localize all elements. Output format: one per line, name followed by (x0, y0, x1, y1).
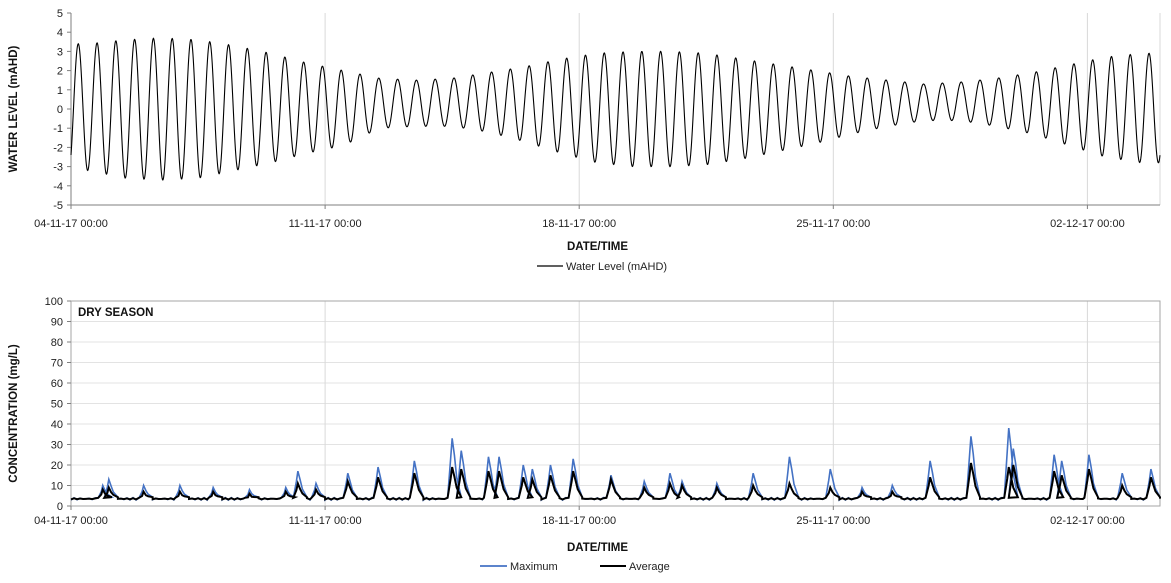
concentration-y-axis-title: CONCENTRATION (mg/L) (8, 344, 20, 483)
water-level-y-tick-label: 3 (57, 46, 63, 58)
water-level-x-tick-label: 11-11-17 00:00 (289, 218, 362, 230)
water-level-y-tick-label: 2 (57, 66, 63, 78)
water-level-y-tick-label: -3 (53, 162, 63, 174)
concentration-y-tick-label: 80 (51, 337, 63, 349)
water-level-x-tick-label: 02-12-17 00:00 (1050, 218, 1125, 230)
concentration-y-tick-label: 20 (51, 460, 63, 472)
concentration-y-tick-label: 100 (45, 296, 63, 308)
water-level-x-tick-label: 18-11-17 00:00 (542, 218, 616, 230)
water-level-y-tick-label: -4 (53, 181, 63, 193)
concentration-x-tick-label: 04-11-17 00:00 (34, 515, 108, 527)
concentration-y-ticks: 0 10 20 30 40 50 60 70 80 90 100 (45, 296, 71, 513)
concentration-y-tick-label: 30 (51, 440, 63, 452)
dry-season-label: DRY SEASON (78, 307, 153, 319)
water-level-y-tick-label: 0 (57, 104, 63, 116)
water-level-legend: Water Level (mAHD) (537, 261, 667, 273)
water-level-y-axis-title: WATER LEVEL (mAHD) (8, 45, 20, 172)
water-level-y-tick-label: -5 (53, 200, 63, 212)
concentration-y-tick-label: 0 (57, 501, 63, 513)
legend-label-maximum: Maximum (510, 561, 558, 573)
average-series-line (70, 462, 1161, 501)
concentration-y-tick-label: 70 (51, 358, 63, 370)
concentration-y-tick-label: 60 (51, 378, 63, 390)
concentration-x-axis-title: DATE/TIME (567, 542, 628, 554)
water-level-grid (324, 13, 1161, 205)
concentration-x-tick-label: 18-11-17 00:00 (542, 515, 616, 527)
water-level-y-tick-label: -1 (53, 123, 63, 135)
water-level-y-ticks: -5 -4 -3 -2 -1 0 1 2 3 4 5 (53, 8, 71, 212)
concentration-x-ticks: 04-11-17 00:00 11-11-17 00:00 18-11-17 00:… (34, 506, 1125, 527)
water-level-chart: -5 -4 -3 -2 -1 0 1 2 3 4 5 04-11-17 00:00 11-11-17 … (8, 8, 1161, 273)
concentration-y-tick-label: 50 (51, 399, 63, 411)
water-level-y-tick-label: 1 (57, 85, 63, 97)
water-level-x-tick-label: 25-11-17 00:00 (796, 218, 870, 230)
water-level-x-ticks: 04-11-17 00:00 11-11-17 00:00 18-11-17 00:… (34, 205, 1125, 230)
concentration-y-tick-label: 40 (51, 419, 63, 431)
concentration-x-tick-label: 02-12-17 00:00 (1050, 515, 1125, 527)
water-level-x-axis-title: DATE/TIME (567, 241, 628, 253)
concentration-x-tick-label: 25-11-17 00:00 (796, 515, 870, 527)
legend-label-water-level: Water Level (mAHD) (566, 261, 667, 273)
concentration-chart: 0 10 20 30 40 50 60 70 80 90 100 04-11-17 00:00 11-… (8, 296, 1161, 573)
water-level-series-line (70, 37, 1161, 181)
water-level-y-tick-label: -2 (53, 142, 63, 154)
water-level-x-tick-label: 04-11-17 00:00 (34, 218, 108, 230)
legend-label-average: Average (629, 561, 670, 573)
concentration-legend: Maximum Average (480, 561, 670, 573)
concentration-y-tick-label: 10 (51, 481, 63, 493)
concentration-y-tick-label: 90 (51, 317, 63, 329)
concentration-x-tick-label: 11-11-17 00:00 (289, 515, 362, 527)
water-level-y-tick-label: 5 (57, 8, 63, 20)
concentration-grid (71, 300, 1160, 506)
water-level-y-tick-label: 4 (57, 27, 63, 39)
